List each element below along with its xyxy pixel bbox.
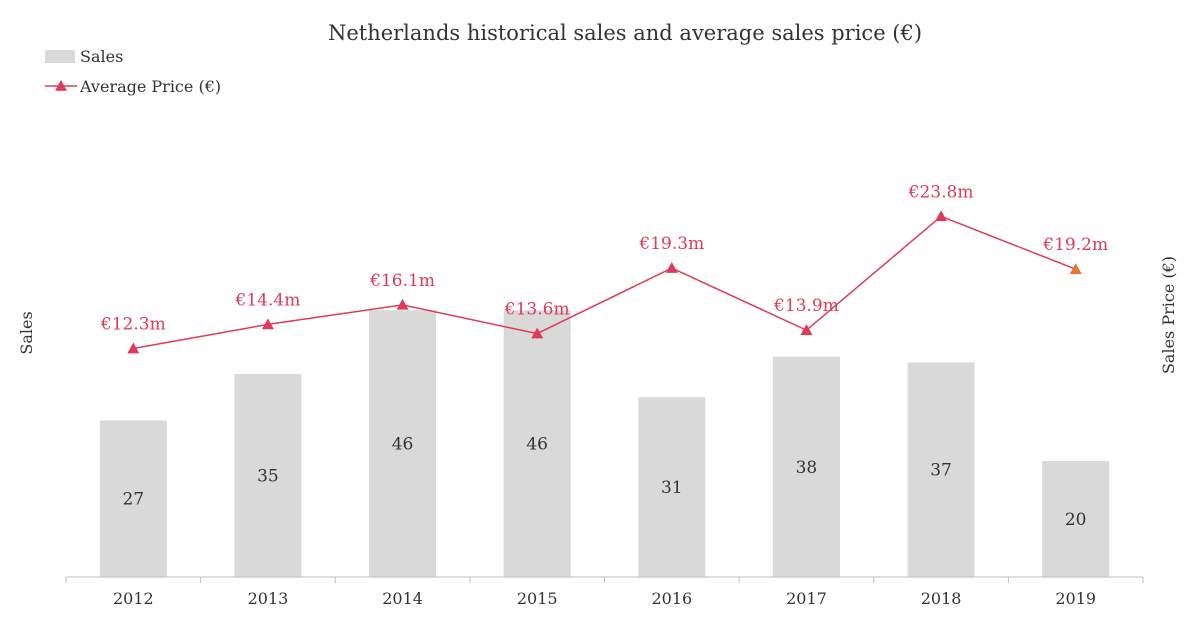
x-tick-label-2018: 2018 bbox=[921, 589, 962, 608]
sales-value-label-2016: 31 bbox=[661, 478, 683, 498]
sales-value-label-2019: 20 bbox=[1065, 510, 1087, 530]
price-label-2013: €14.4m bbox=[235, 290, 301, 310]
x-tick-label-2012: 2012 bbox=[113, 589, 154, 608]
price-label-2014: €16.1m bbox=[369, 271, 435, 291]
sales-bar-2019 bbox=[1042, 461, 1110, 577]
price-label-2015: €13.6m bbox=[504, 300, 570, 320]
sales-bar-2017 bbox=[772, 356, 840, 577]
bars-group: 27 35 46 46 31 38 37 20 bbox=[99, 310, 1110, 577]
price-line-group: €12.3m €14.4m €16.1m €13.6m €19.3m €13.9m €23.… bbox=[100, 182, 1108, 354]
legend-price-marker bbox=[55, 80, 67, 91]
sales-value-label-2018: 37 bbox=[930, 461, 952, 481]
chart-title: Netherlands historical sales and average… bbox=[328, 21, 922, 45]
price-label-2018: €23.8m bbox=[908, 182, 974, 202]
sales-bar-2012 bbox=[99, 420, 167, 577]
sales-bar-2015 bbox=[503, 310, 571, 577]
legend-sales-swatch bbox=[45, 50, 75, 63]
sales-bar-2013 bbox=[234, 374, 302, 577]
price-marker-2013 bbox=[261, 318, 274, 330]
sales-bar-2018 bbox=[907, 362, 975, 577]
price-marker-2014 bbox=[396, 298, 409, 310]
sales-value-label-2012: 27 bbox=[122, 490, 144, 510]
price-label-2019: €19.2m bbox=[1042, 235, 1108, 255]
legend-sales-label: Sales bbox=[80, 47, 123, 66]
legend-price-label: Average Price (€) bbox=[79, 77, 221, 96]
sales-bar-2014 bbox=[369, 310, 437, 577]
x-tick-label-2013: 2013 bbox=[248, 589, 289, 608]
x-axis: 2012 2013 2014 2015 2016 2017 2018 2019 bbox=[65, 576, 1144, 608]
y-axis-right-label: Sales Price (€) bbox=[1159, 256, 1178, 374]
sales-bar-2016 bbox=[638, 397, 706, 577]
price-label-2012: €12.3m bbox=[100, 315, 166, 335]
x-tick-label-2014: 2014 bbox=[382, 589, 423, 608]
price-marker-2016 bbox=[665, 262, 678, 273]
price-marker-2018 bbox=[935, 210, 948, 222]
x-tick-label-2017: 2017 bbox=[786, 589, 827, 608]
price-marker-2019 bbox=[1069, 263, 1082, 274]
legend: Sales Average Price (€) bbox=[45, 47, 221, 96]
sales-value-label-2013: 35 bbox=[257, 467, 279, 487]
sales-value-label-2014: 46 bbox=[392, 435, 414, 455]
x-tick-label-2019: 2019 bbox=[1055, 589, 1096, 608]
sales-value-label-2015: 46 bbox=[526, 435, 548, 455]
price-label-2016: €19.3m bbox=[638, 234, 704, 254]
price-line bbox=[133, 215, 1076, 350]
x-tick-label-2015: 2015 bbox=[517, 589, 558, 608]
price-marker-2017 bbox=[800, 324, 813, 335]
sales-value-label-2017: 38 bbox=[796, 458, 818, 478]
price-marker-2012 bbox=[127, 342, 140, 354]
y-axis-left-label: Sales bbox=[17, 311, 36, 354]
price-label-2017: €13.9m bbox=[773, 296, 839, 316]
price-marker-2015 bbox=[531, 327, 544, 339]
x-tick-label-2016: 2016 bbox=[651, 589, 692, 608]
